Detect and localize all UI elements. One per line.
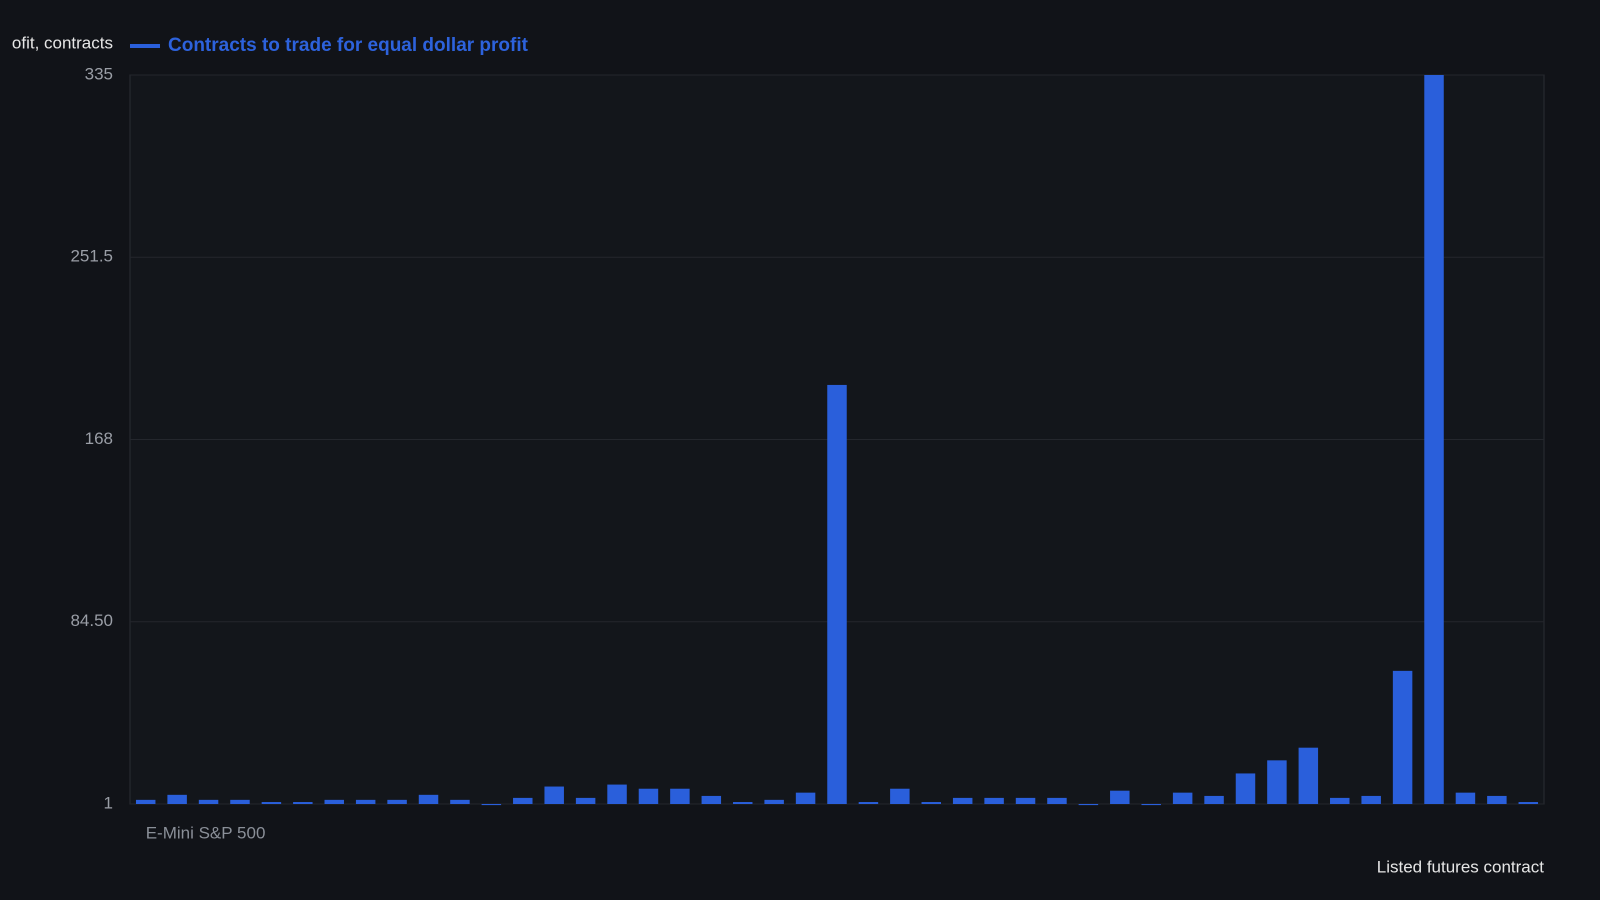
bar <box>607 784 627 804</box>
y-tick-label: 84.50 <box>70 611 113 630</box>
y-tick-label: 168 <box>85 429 113 448</box>
bar <box>1424 75 1444 804</box>
bar <box>450 799 470 804</box>
bar <box>701 795 722 804</box>
bar <box>1298 747 1319 804</box>
bar <box>952 797 973 804</box>
bar <box>1487 795 1507 804</box>
bar <box>167 794 187 804</box>
y-tick-label: 335 <box>85 64 113 83</box>
bar <box>921 802 942 804</box>
bar <box>984 797 1004 804</box>
bar <box>1518 802 1539 804</box>
bar <box>1267 760 1287 804</box>
bar <box>293 802 313 804</box>
bar <box>1455 792 1476 804</box>
bar <box>1047 797 1067 804</box>
bar <box>513 797 533 804</box>
bar <box>1172 792 1193 804</box>
bar <box>1204 795 1224 804</box>
bar <box>1110 790 1130 804</box>
bar <box>1078 804 1099 806</box>
y-tick-label: 251.5 <box>70 247 113 266</box>
bar <box>670 788 690 804</box>
bar <box>418 794 439 804</box>
x-axis-label: Listed futures contract <box>1377 857 1545 876</box>
bar <box>261 802 282 804</box>
y-axis-label: ofit, contracts <box>12 33 113 52</box>
bar <box>732 802 753 804</box>
bar <box>544 786 564 804</box>
bar <box>135 799 156 804</box>
bar <box>355 799 376 804</box>
bar <box>1330 797 1350 804</box>
bar <box>827 384 847 804</box>
bar <box>387 799 407 804</box>
bar <box>198 799 219 804</box>
bar <box>1235 773 1256 804</box>
bar <box>890 788 910 804</box>
bar <box>1015 797 1036 804</box>
bar <box>230 799 250 804</box>
bar <box>1392 670 1413 804</box>
bar <box>1361 795 1381 804</box>
bar <box>764 799 784 804</box>
bar <box>858 802 879 804</box>
bar <box>1141 804 1161 806</box>
bar <box>795 792 816 804</box>
bar <box>638 788 659 804</box>
bar <box>481 804 502 806</box>
x-tick-label: E-Mini S&P 500 <box>146 823 266 842</box>
legend-label: Contracts to trade for equal dollar prof… <box>168 35 529 56</box>
y-tick-label: 1 <box>104 793 113 812</box>
bar <box>324 799 344 804</box>
bar <box>575 797 596 804</box>
